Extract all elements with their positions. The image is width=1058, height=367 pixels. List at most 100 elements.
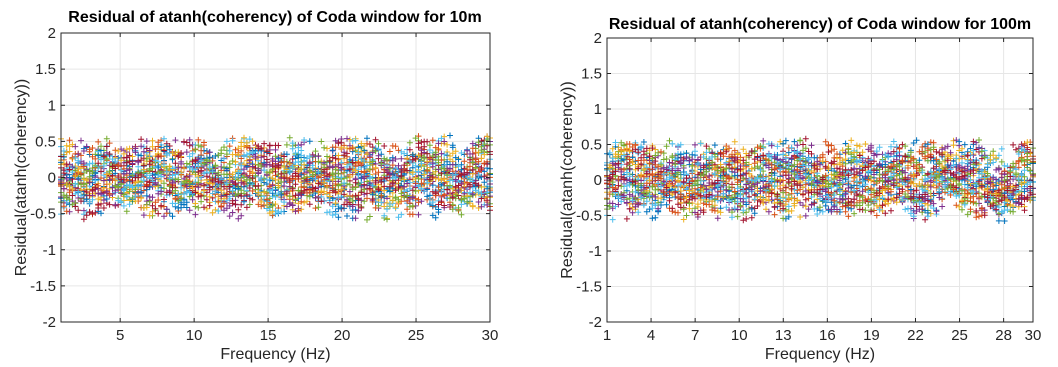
data-point (406, 139, 413, 146)
data-point (447, 195, 453, 202)
data-point (318, 138, 325, 145)
data-point (424, 138, 431, 145)
data-point (444, 178, 451, 185)
data-point (135, 152, 142, 158)
data-point (189, 150, 196, 157)
data-point (181, 196, 187, 203)
data-point (161, 213, 167, 220)
data-point (175, 205, 182, 211)
data-point (375, 152, 382, 159)
data-point (126, 145, 133, 152)
data-point (346, 145, 353, 152)
data-point (175, 164, 182, 171)
data-point (186, 207, 193, 214)
data-point (312, 195, 319, 201)
data-point (229, 209, 236, 216)
data-point (229, 158, 236, 164)
y-tick-label: 1 (48, 97, 56, 114)
data-point (472, 149, 479, 156)
data-point (83, 196, 90, 203)
data-point (178, 169, 185, 176)
data-point (72, 173, 79, 179)
data-point (60, 148, 67, 154)
data-point (186, 180, 193, 187)
data-point (424, 193, 431, 200)
data-point (189, 184, 196, 191)
data-point (447, 153, 453, 159)
data-point (418, 180, 425, 187)
data-point (452, 176, 459, 183)
data-point (469, 203, 476, 210)
data-point (178, 195, 185, 202)
data-point (172, 137, 179, 144)
data-point (218, 193, 225, 200)
data-point (421, 155, 428, 162)
data-point (315, 204, 322, 211)
data-point (289, 140, 296, 147)
data-point (478, 203, 485, 210)
data-point (209, 209, 216, 216)
data-point (183, 149, 190, 156)
data-point (375, 140, 382, 147)
data-point (123, 167, 130, 174)
data-point (372, 204, 379, 211)
data-point (352, 215, 359, 222)
data-point (324, 190, 330, 197)
data-point (372, 136, 379, 143)
data-point (183, 177, 190, 184)
data-point (192, 211, 199, 218)
data-point (338, 164, 345, 171)
data-point (155, 163, 162, 169)
data-point (249, 196, 256, 203)
data-point (98, 210, 104, 217)
data-point (272, 201, 279, 208)
data-point (186, 136, 193, 143)
data-point (60, 192, 67, 199)
data-point (344, 180, 350, 187)
data-point (386, 165, 393, 172)
data-point (392, 143, 399, 150)
data-point (252, 155, 259, 161)
data-point (72, 155, 79, 161)
data-point (421, 171, 428, 178)
data-point (358, 204, 365, 211)
data-point (332, 200, 339, 207)
data-point (361, 163, 368, 170)
data-point (123, 208, 130, 215)
data-point (98, 190, 104, 197)
data-point (346, 174, 353, 180)
data-point (78, 152, 84, 159)
data-point (312, 148, 319, 155)
data-point (246, 201, 253, 208)
data-point (438, 165, 445, 172)
data-point (66, 196, 73, 203)
y-tick-label: 0 (48, 170, 56, 187)
data-point (335, 205, 342, 212)
data-point (289, 145, 296, 152)
data-point (143, 204, 150, 211)
data-point (424, 158, 431, 165)
data-point (263, 201, 270, 208)
data-point (118, 198, 125, 205)
data-point (329, 147, 336, 154)
data-point (115, 162, 122, 169)
data-point (352, 160, 359, 167)
data-point (381, 178, 388, 184)
data-point (361, 169, 368, 176)
data-point (272, 158, 279, 165)
data-point (415, 175, 422, 182)
data-point (89, 153, 96, 160)
data-point (306, 167, 313, 174)
data-point (261, 153, 268, 160)
data-point (441, 151, 448, 158)
data-point (215, 208, 222, 214)
data-point (298, 171, 305, 178)
data-point (92, 209, 99, 216)
data-point (461, 158, 468, 165)
data-point (352, 192, 359, 199)
data-point (118, 190, 125, 197)
data-point (381, 143, 388, 149)
data-point (143, 178, 150, 185)
data-point (283, 141, 290, 148)
data-point (86, 148, 93, 155)
